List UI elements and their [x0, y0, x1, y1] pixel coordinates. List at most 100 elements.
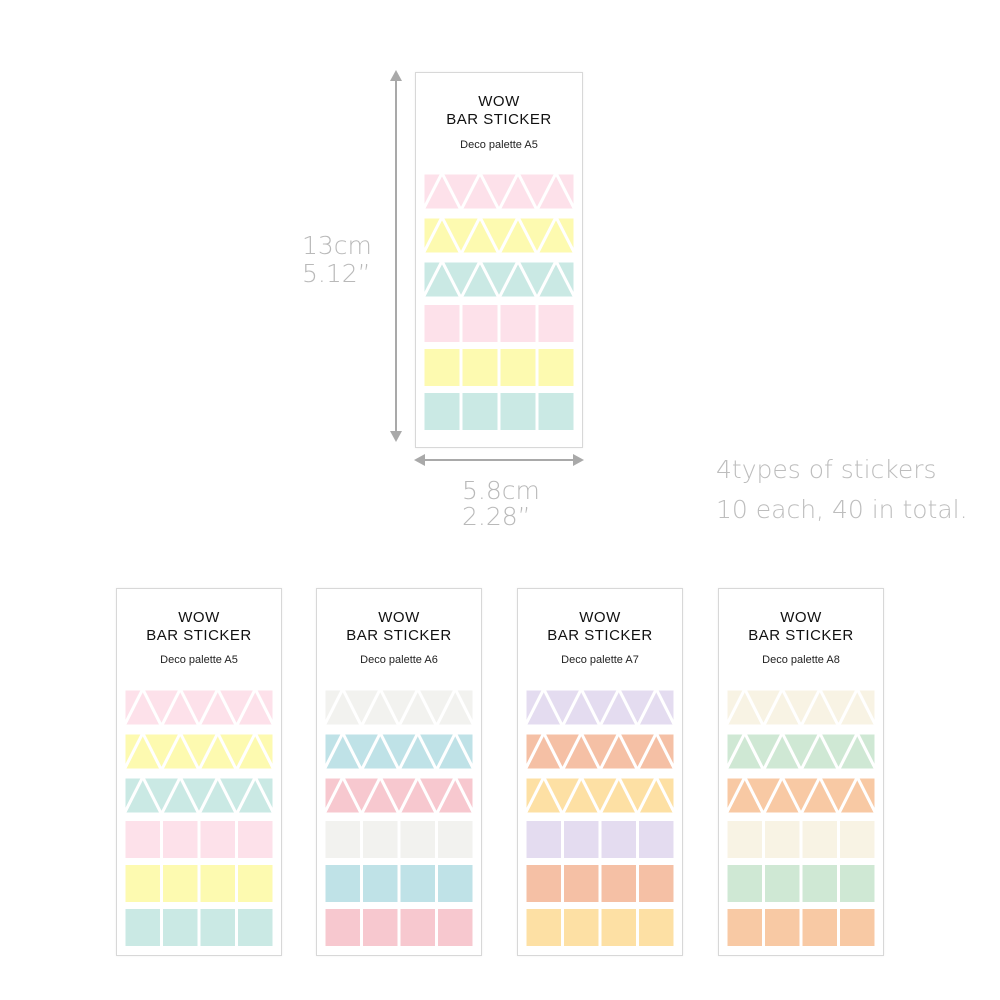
square-sticker: [363, 821, 398, 858]
width-label: 5.8cm 2.28”: [462, 478, 540, 530]
hero-sticker-card: WOW BAR STICKER Deco palette A5: [415, 72, 583, 448]
triangle-sticker: [416, 689, 457, 730]
sticker-title: WOW BAR STICKER: [518, 609, 682, 646]
triangle-sticker-edge: [122, 775, 146, 815]
triangle-sticker: [579, 689, 621, 730]
sticker-title-line1: WOW: [178, 609, 220, 626]
triangle-sticker: [515, 259, 559, 302]
triangle-sticker-edge: [724, 689, 747, 727]
triangle-sticker: [140, 731, 183, 774]
square-sticker: [200, 865, 235, 902]
square-sticker: [238, 821, 273, 858]
triangle-sticker: [616, 775, 659, 818]
triangle-sticker-edge: [523, 731, 547, 771]
sticker-title-line2: BAR STICKER: [547, 627, 653, 645]
height-arrow: [390, 70, 402, 442]
triangle-sticker-edge: [252, 775, 276, 815]
square-sticker: [727, 909, 762, 946]
square-sticker: [802, 909, 837, 946]
triangle-sticker-edge: [553, 259, 577, 299]
variant-card-a5: WOW BAR STICKER Deco palette A5: [116, 588, 282, 956]
triangle-sticker: [415, 731, 458, 774]
square-sticker: [765, 909, 800, 946]
note-line1: 4types of stickers: [716, 455, 937, 484]
triangle-sticker-edge: [855, 689, 878, 727]
triangle-sticker: [817, 731, 860, 774]
triangle-sticker: [578, 731, 622, 774]
square-sticker: [125, 909, 160, 946]
square-sticker: [765, 865, 800, 902]
triangle-sticker-edge: [253, 689, 276, 727]
triangle-sticker: [743, 689, 784, 730]
triangle-sticker-edge: [653, 731, 677, 771]
width-arrow: [414, 454, 584, 466]
square-sticker: [538, 349, 574, 386]
sticker-title-line1: WOW: [478, 93, 520, 110]
triangle-sticker: [542, 689, 583, 730]
sticker-subtitle: Deco palette A5: [160, 654, 238, 666]
triangle-sticker: [617, 689, 658, 730]
triangle-sticker: [818, 689, 859, 730]
square-sticker: [200, 821, 235, 858]
triangle-sticker-edge: [252, 731, 276, 771]
triangle-sticker-edge: [452, 775, 476, 815]
sticker-subtitle: Deco palette A8: [762, 654, 840, 666]
sticker-title-line2: BAR STICKER: [748, 627, 854, 645]
sticker-artwork: [420, 173, 578, 430]
square-sticker: [424, 305, 460, 342]
sticker-artwork: [121, 689, 277, 946]
square-sticker: [462, 393, 498, 430]
height-label: 13cm 5.12”: [302, 232, 372, 288]
variant-card-a6: WOW BAR STICKER Deco palette A6: [316, 588, 482, 956]
square-sticker: [564, 865, 599, 902]
square-sticker: [238, 865, 273, 902]
sticker-artwork: [522, 689, 678, 946]
square-sticker: [125, 821, 160, 858]
triangle-sticker: [616, 731, 659, 774]
triangle-sticker: [215, 775, 258, 818]
triangle-sticker: [541, 731, 584, 774]
square-sticker: [438, 865, 473, 902]
square-sticker: [363, 909, 398, 946]
square-sticker: [500, 349, 536, 386]
square-sticker: [400, 821, 435, 858]
square-sticker: [564, 909, 599, 946]
square-sticker: [462, 349, 498, 386]
square-sticker: [526, 909, 561, 946]
triangle-sticker-edge: [421, 259, 445, 299]
square-sticker: [400, 865, 435, 902]
square-sticker: [538, 393, 574, 430]
square-sticker: [601, 909, 636, 946]
triangle-sticker: [817, 775, 860, 818]
square-sticker: [639, 821, 674, 858]
sticker-count-note: 4types of stickers 10 each, 40 in total.: [716, 450, 968, 530]
square-sticker: [424, 393, 460, 430]
triangle-sticker: [541, 775, 584, 818]
square-sticker: [438, 821, 473, 858]
triangle-sticker: [779, 731, 823, 774]
triangle-sticker-edge: [654, 689, 677, 727]
square-sticker: [325, 909, 360, 946]
triangle-sticker: [478, 173, 520, 214]
triangle-sticker-edge: [452, 731, 476, 771]
note-line2: 10 each, 40 in total.: [716, 495, 968, 524]
height-in: 5.12”: [302, 259, 371, 288]
triangle-sticker: [439, 215, 483, 258]
sticker-title-line1: WOW: [579, 609, 621, 626]
square-sticker: [601, 865, 636, 902]
triangle-sticker: [515, 215, 559, 258]
square-sticker: [727, 865, 762, 902]
square-sticker: [163, 821, 198, 858]
triangle-sticker-edge: [523, 775, 547, 815]
triangle-sticker-edge: [122, 731, 146, 771]
sticker-title: WOW BAR STICKER: [719, 609, 883, 646]
triangle-sticker: [440, 173, 482, 214]
triangle-sticker: [415, 775, 458, 818]
triangle-sticker-edge: [421, 215, 445, 255]
triangle-sticker: [780, 689, 822, 730]
triangle-sticker: [742, 731, 785, 774]
triangle-sticker-edge: [322, 731, 346, 771]
sticker-artwork: [321, 689, 477, 946]
triangle-sticker-edge: [122, 689, 145, 727]
triangle-sticker: [779, 775, 823, 818]
